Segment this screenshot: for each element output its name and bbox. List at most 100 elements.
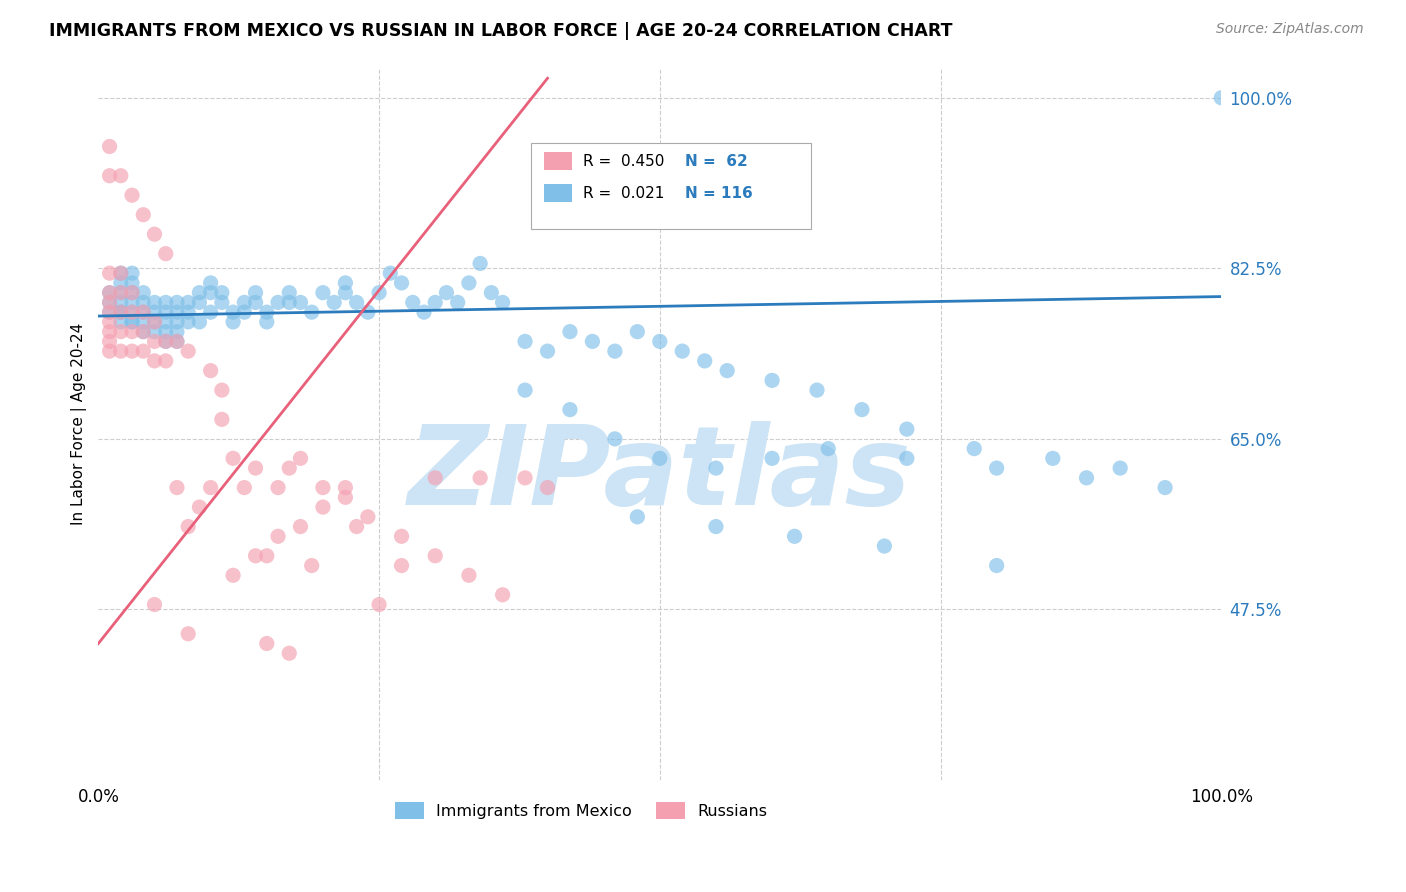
Point (98, 285, 121, 300)
Point (458, 276, 481, 290)
Point (222, 315, 245, 329)
Point (335, 285, 357, 300)
Point (603, 432, 626, 446)
Point (278, 646, 301, 660)
Point (447, 295, 470, 310)
Point (121, 344, 143, 359)
Point (155, 334, 177, 349)
Point (166, 295, 188, 310)
Text: IMMIGRANTS FROM MEXICO VS RUSSIAN IN LABOR FORCE | AGE 20-24 CORRELATION CHART: IMMIGRANTS FROM MEXICO VS RUSSIAN IN LAB… (49, 22, 953, 40)
Point (188, 500, 211, 514)
Point (368, 598, 391, 612)
Point (132, 305, 155, 319)
Point (558, 325, 581, 339)
Point (626, 325, 648, 339)
Point (177, 315, 200, 329)
Point (143, 305, 166, 319)
Point (166, 305, 188, 319)
Point (155, 354, 177, 368)
Point (155, 305, 177, 319)
Point (110, 169, 132, 183)
Point (121, 188, 143, 202)
Point (1076, 471, 1098, 485)
Point (873, 539, 896, 553)
Point (312, 285, 335, 300)
Point (110, 325, 132, 339)
Point (155, 246, 177, 260)
Point (98, 315, 121, 329)
Point (806, 383, 828, 397)
Point (391, 276, 413, 290)
Point (132, 295, 155, 310)
Point (335, 276, 357, 290)
Y-axis label: In Labor Force | Age 20-24: In Labor Force | Age 20-24 (72, 323, 87, 525)
Point (188, 295, 211, 310)
Point (98, 285, 121, 300)
Point (1154, 481, 1177, 495)
Point (245, 461, 267, 475)
Point (110, 266, 132, 280)
Point (200, 364, 222, 378)
Point (479, 285, 502, 300)
Point (626, 509, 648, 524)
Point (312, 500, 335, 514)
Point (110, 276, 132, 290)
Point (513, 383, 536, 397)
Point (143, 315, 166, 329)
Point (256, 315, 278, 329)
Point (986, 558, 1008, 573)
Point (851, 402, 873, 417)
Point (143, 354, 166, 368)
Point (245, 295, 267, 310)
Point (110, 305, 132, 319)
Point (278, 461, 301, 475)
Point (290, 295, 312, 310)
Text: N = 116: N = 116 (685, 186, 752, 201)
Point (155, 295, 177, 310)
Point (132, 344, 155, 359)
Point (211, 383, 233, 397)
Point (110, 266, 132, 280)
Point (290, 519, 312, 533)
Point (110, 305, 132, 319)
Point (143, 598, 166, 612)
Point (357, 305, 380, 319)
Point (290, 451, 312, 466)
Point (783, 529, 806, 543)
Point (468, 471, 491, 485)
Point (323, 295, 346, 310)
Point (986, 461, 1008, 475)
Point (143, 295, 166, 310)
Point (155, 315, 177, 329)
Point (211, 295, 233, 310)
Point (380, 266, 402, 280)
Point (513, 471, 536, 485)
Legend: Immigrants from Mexico, Russians: Immigrants from Mexico, Russians (388, 796, 773, 825)
Point (98, 295, 121, 310)
Point (222, 568, 245, 582)
Point (177, 295, 200, 310)
Point (177, 344, 200, 359)
Point (132, 315, 155, 329)
Point (301, 558, 323, 573)
Point (166, 334, 188, 349)
Point (132, 305, 155, 319)
FancyBboxPatch shape (544, 153, 572, 169)
Point (1211, 91, 1233, 105)
Point (245, 549, 267, 563)
Point (211, 285, 233, 300)
Point (200, 285, 222, 300)
Point (121, 266, 143, 280)
FancyBboxPatch shape (530, 144, 811, 228)
Point (233, 481, 256, 495)
Point (491, 295, 513, 310)
Point (603, 344, 626, 359)
Point (716, 364, 738, 378)
Point (368, 285, 391, 300)
Point (121, 305, 143, 319)
Point (468, 256, 491, 270)
Point (402, 295, 425, 310)
Point (211, 412, 233, 426)
Point (110, 285, 132, 300)
Point (98, 334, 121, 349)
